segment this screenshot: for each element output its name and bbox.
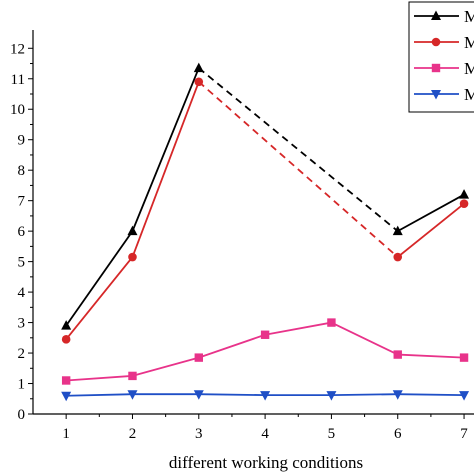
data-point [326,391,337,401]
data-point [459,391,470,401]
y-tick-label: 10 [10,102,25,118]
x-tick-label: 1 [62,426,70,442]
legend-item-4: M [414,85,474,104]
y-tick-label: 2 [18,346,26,362]
y-tick-label: 0 [18,407,26,423]
series-dashed-segment [198,81,399,258]
x-tick-label: 3 [195,426,203,442]
legend-label: M [464,85,474,104]
series-segment [331,321,399,356]
y-tick-label: 12 [10,41,25,57]
y-tick-label: 5 [18,255,26,271]
y-tick-label: 6 [18,224,26,240]
legend-marker [431,10,441,20]
y-tick-label: 11 [11,72,25,88]
series-1 [61,62,470,330]
data-point [392,225,403,236]
legend-marker [431,90,441,100]
data-point [128,252,137,262]
series-dashed-segment [198,67,399,232]
data-point [61,391,72,402]
series-segment [65,230,134,327]
legend-marker [431,63,441,73]
series-segment [66,375,133,382]
x-tick-label: 7 [460,426,468,442]
data-point [193,62,204,73]
series-2 [61,77,469,344]
data-point [127,225,138,236]
series-segment [66,393,133,397]
data-point [459,199,469,209]
legend-item-2: M [414,33,474,52]
y-tick-label: 9 [18,133,26,149]
legend-label: M [464,33,474,52]
data-point [127,390,138,400]
data-point [61,320,72,330]
data-point [194,353,203,362]
data-point [393,252,403,262]
data-point [392,390,403,400]
series-segment [65,256,134,340]
y-tick-label: 3 [18,316,26,332]
data-point [459,189,470,199]
x-tick-label: 2 [129,426,137,442]
data-point [61,335,71,344]
legend-item-3: M [414,59,474,78]
series-segment [264,321,332,336]
series-segment [331,393,398,397]
series-segment [397,393,465,397]
x-axis-label: different working conditions [169,453,363,472]
series-segment [397,203,465,258]
legend-label: M [464,7,474,26]
series-segment [397,193,465,232]
data-point [260,391,271,401]
data-point [327,318,336,327]
data-point [459,353,469,362]
legend-item-1: M [414,7,474,26]
series-layer [61,62,470,402]
data-point [193,390,204,400]
data-point [61,376,71,385]
series-segment [198,393,266,397]
y-tick-label: 7 [18,194,26,210]
series-4 [61,390,470,402]
series-segment [397,353,465,359]
legend-marker [431,37,441,47]
x-tick-label: 5 [328,426,336,442]
data-point [260,330,270,339]
y-tick-label: 8 [18,163,26,179]
series-3 [61,318,469,385]
series-segment [132,356,200,377]
x-tick-label: 6 [394,426,402,442]
y-tick-label: 4 [18,285,26,301]
data-point [393,350,402,359]
series-segment [131,67,200,232]
y-tick-label: 1 [18,377,26,393]
series-segment [131,81,200,258]
legend-label: M [464,59,474,78]
data-point [194,77,204,87]
data-point [128,371,137,381]
x-tick-label: 4 [261,426,269,442]
series-segment [198,333,266,359]
